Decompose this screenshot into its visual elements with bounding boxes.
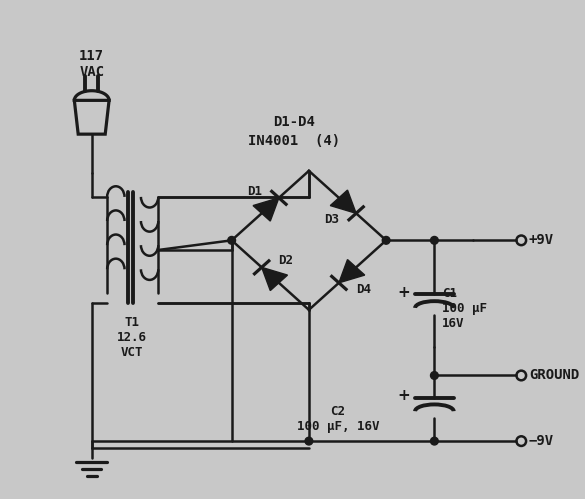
Text: −9V: −9V <box>529 434 554 448</box>
Circle shape <box>431 437 438 445</box>
Polygon shape <box>339 259 364 283</box>
Text: T1
12.6
VCT: T1 12.6 VCT <box>117 316 147 359</box>
Text: D4: D4 <box>356 283 371 296</box>
Text: C1
100 μF
16V: C1 100 μF 16V <box>442 286 487 330</box>
Text: 117
VAC: 117 VAC <box>79 49 104 79</box>
Text: +: + <box>397 285 410 300</box>
Circle shape <box>431 237 438 244</box>
Circle shape <box>431 372 438 379</box>
Circle shape <box>382 237 390 244</box>
Polygon shape <box>253 198 279 221</box>
Text: C2
100 μF, 16V: C2 100 μF, 16V <box>297 405 379 434</box>
Text: GROUND: GROUND <box>529 368 579 382</box>
Text: D3: D3 <box>324 213 339 226</box>
Text: D1-D4
IN4001  (4): D1-D4 IN4001 (4) <box>249 115 340 148</box>
Circle shape <box>305 437 313 445</box>
Text: +9V: +9V <box>529 234 554 248</box>
Text: +: + <box>397 388 410 403</box>
Polygon shape <box>261 267 287 290</box>
Circle shape <box>228 237 236 244</box>
Text: D1: D1 <box>247 185 262 198</box>
Text: D2: D2 <box>278 254 294 267</box>
Polygon shape <box>331 190 356 214</box>
